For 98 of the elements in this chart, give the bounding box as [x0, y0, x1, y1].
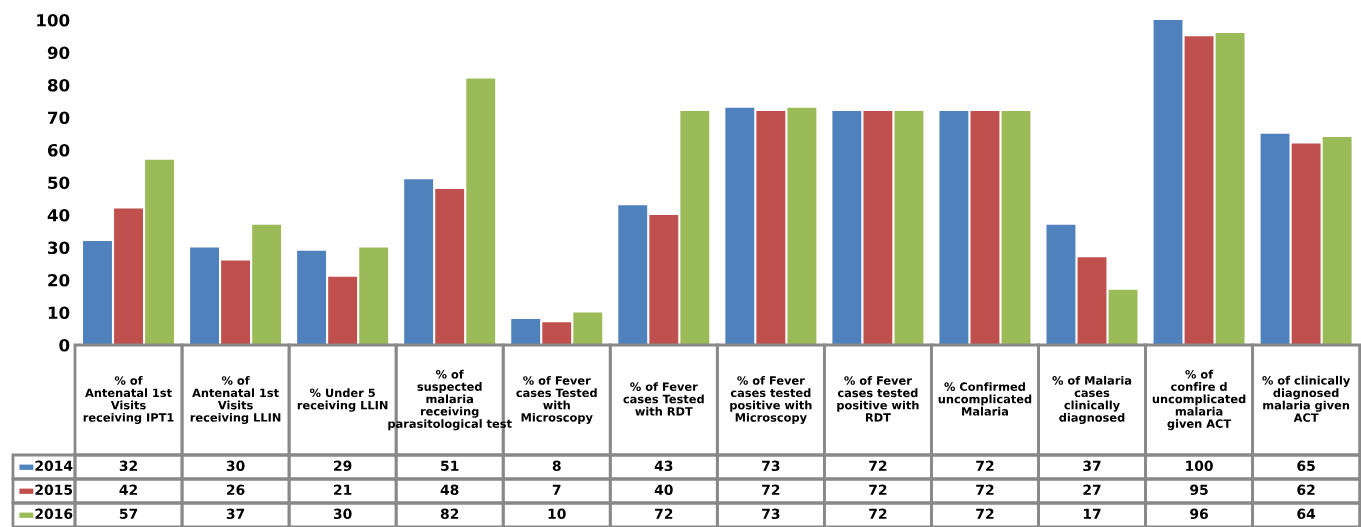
data-label: 72	[869, 484, 887, 495]
bar	[970, 111, 1000, 345]
data-label: 82	[440, 508, 459, 520]
bar	[680, 111, 710, 345]
bar	[542, 322, 572, 345]
data-label: 8	[552, 460, 561, 472]
x-tick-label: % of Antenatal 1st Visits receiving IPT1	[83, 375, 174, 425]
data-label: 7	[552, 484, 561, 495]
x-tick-label: % of clinically diagnosed malaria given ACT	[1262, 375, 1351, 422]
data-label: 10	[548, 508, 566, 520]
y-tick-label: 60	[47, 143, 70, 157]
y-tick-label: 0	[59, 338, 70, 352]
data-label: 72	[976, 460, 994, 471]
data-label: 26	[227, 484, 245, 496]
bar	[1291, 143, 1321, 345]
data-label: 72	[762, 484, 780, 495]
bar	[832, 111, 862, 345]
data-label: 17	[1083, 508, 1101, 519]
bar	[863, 111, 893, 345]
data-label: 37	[1083, 460, 1101, 472]
data-label: 64	[1297, 508, 1316, 520]
data-label: 100	[1186, 460, 1213, 472]
bar	[725, 107, 755, 345]
x-tick-label: % of Antenatal 1st Visits receiving LLIN	[190, 375, 281, 425]
x-tick-label: % of Fever cases tested positive with RDT	[837, 376, 919, 422]
data-label: 29	[334, 460, 352, 472]
data-label: 62	[1297, 484, 1315, 496]
data-label: 96	[1190, 508, 1208, 520]
bar	[145, 159, 175, 345]
bar	[252, 224, 282, 345]
y-tick-label: 40	[47, 208, 70, 222]
bar	[756, 111, 786, 345]
data-label: 73	[762, 460, 780, 472]
bar	[1046, 224, 1076, 345]
bar	[1077, 257, 1107, 345]
bar	[1322, 137, 1352, 345]
data-label: 42	[119, 484, 137, 495]
data-label: 43	[654, 460, 673, 472]
x-tick-label: % of Fever cases Tested with Microscopy	[516, 375, 597, 425]
y-tick-label: 30	[48, 241, 70, 255]
bar	[894, 111, 924, 345]
y-tick-label: 20	[48, 273, 70, 287]
bar	[466, 78, 496, 345]
y-tick-label: 90	[47, 46, 70, 60]
y-tick-label: 10	[48, 306, 70, 320]
bar	[618, 205, 648, 345]
bar	[359, 247, 389, 345]
y-tick-label: 70	[48, 111, 70, 125]
data-label: 21	[334, 484, 352, 495]
bar	[1184, 36, 1214, 345]
x-tick-label: % of suspected malaria receiving parasitological test	[388, 369, 512, 431]
x-tick-label: % of Fever cases tested positive with Microscopy	[730, 375, 812, 425]
data-label: 72	[869, 460, 887, 471]
data-label: 30	[333, 508, 352, 520]
bar	[511, 319, 541, 345]
data-label: 72	[976, 508, 994, 519]
data-label: 51	[441, 460, 459, 472]
bar	[328, 276, 358, 345]
bar	[1153, 20, 1183, 345]
x-tick-label: % of Malaria cases clinically diagnosed	[1052, 375, 1132, 425]
data-label: 37	[226, 508, 245, 520]
bar	[83, 241, 112, 345]
data-label: 65	[1297, 460, 1315, 472]
data-label: 95	[1190, 484, 1208, 496]
data-label: 48	[440, 484, 459, 496]
bar	[787, 107, 817, 345]
bar	[297, 250, 327, 345]
data-label: 72	[869, 508, 887, 519]
bar	[649, 215, 679, 345]
data-label: 40	[654, 484, 673, 496]
bar	[1260, 133, 1290, 345]
legend-label: 2014	[35, 460, 73, 472]
y-tick-label: 100	[37, 13, 70, 27]
x-tick-label: % of Fever cases Tested with RDT	[623, 382, 704, 416]
bar	[404, 179, 434, 345]
bar	[1108, 289, 1138, 345]
legend-label: 2015	[35, 484, 73, 496]
data-label: 57	[119, 508, 138, 520]
bar	[1215, 33, 1245, 345]
data-label: 30	[226, 460, 245, 472]
x-tick-label: % Confirmed uncomplicated Malaria	[938, 382, 1032, 416]
bar	[435, 189, 465, 345]
bar	[190, 247, 219, 345]
x-tick-label: % of confire d uncomplicated malaria given ACT	[1152, 369, 1246, 431]
bar	[221, 260, 251, 345]
data-label: 72	[655, 508, 673, 519]
data-label: 27	[1083, 484, 1101, 495]
bar	[573, 312, 603, 345]
x-tick-label: % Under 5 receiving LLIN	[297, 388, 388, 412]
y-tick-label: 50	[48, 176, 70, 190]
legend-label: 2016	[35, 508, 73, 520]
bar	[114, 208, 143, 345]
y-tick-label: 80	[47, 78, 70, 92]
bar	[1001, 111, 1031, 345]
bar	[939, 111, 969, 345]
data-label: 72	[976, 484, 994, 495]
data-label: 73	[762, 508, 780, 520]
data-label: 32	[119, 460, 137, 472]
